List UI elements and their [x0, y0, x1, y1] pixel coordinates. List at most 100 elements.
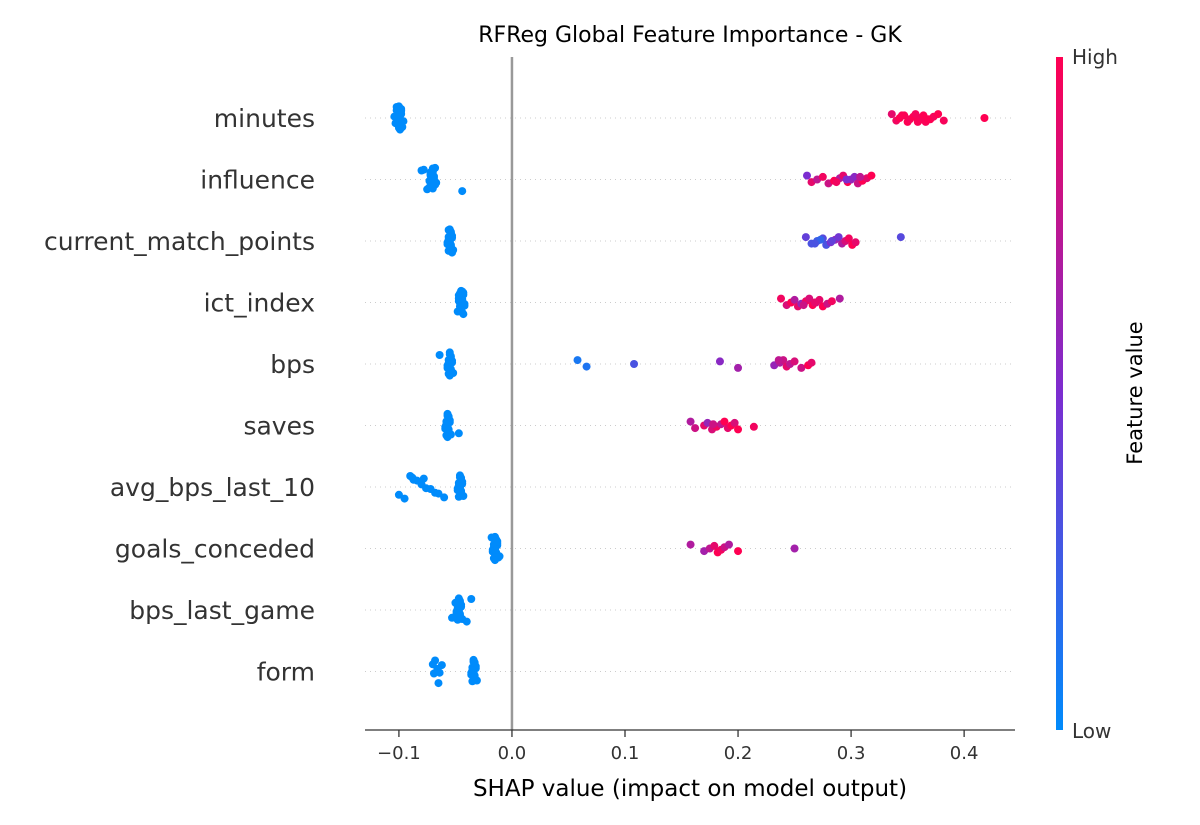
low-value-point	[445, 371, 454, 380]
feature-value-point	[834, 233, 843, 242]
feature-value-point	[730, 418, 739, 427]
colorbar-low-label: Low	[1072, 719, 1111, 743]
low-value-point	[487, 533, 496, 542]
feature-value-point	[734, 547, 743, 556]
colorbar-gradient	[1056, 57, 1063, 730]
feature-value-point	[896, 233, 905, 242]
low-value-point	[435, 351, 444, 359]
x-tick-label: −0.1	[377, 743, 421, 764]
feature-value-point	[939, 116, 948, 125]
feature-value-point	[832, 178, 841, 187]
colorbar-title: Feature value	[1123, 321, 1147, 464]
low-value-point	[443, 433, 452, 442]
feature-value-point	[582, 362, 591, 371]
feature-label: current_match_points	[44, 227, 315, 256]
feature-value-point	[911, 110, 920, 119]
feature-value-point	[816, 235, 825, 244]
low-value-point	[467, 595, 476, 603]
feature-value-point	[686, 540, 695, 549]
low-value-point	[469, 675, 478, 684]
feature-value-point	[573, 356, 582, 365]
feature-value-point	[805, 294, 814, 303]
feature-value-point	[797, 363, 806, 372]
low-value-point	[458, 187, 467, 196]
low-value-point	[434, 489, 443, 498]
x-tick-label: 0.1	[611, 743, 640, 764]
feature-value-point	[842, 175, 851, 184]
feature-label: bps	[270, 350, 315, 379]
low-value-point	[448, 613, 457, 622]
feature-label: saves	[243, 412, 315, 441]
low-value-point	[454, 429, 463, 438]
low-value-point	[457, 487, 466, 495]
feature-value-point	[734, 425, 743, 434]
feature-value-point	[980, 114, 989, 122]
feature-value-point	[807, 358, 816, 367]
feature-value-point	[799, 301, 808, 310]
feature-value-point	[835, 294, 844, 303]
feature-value-point	[867, 171, 876, 180]
low-value-point	[394, 490, 403, 499]
feature-label: minutes	[214, 104, 315, 133]
feature-label: bps_last_game	[129, 596, 315, 625]
feature-label: avg_bps_last_10	[110, 473, 315, 502]
feature-value-point	[790, 357, 799, 366]
feature-label: goals_conceded	[115, 535, 315, 564]
feature-value-point	[686, 417, 695, 426]
x-tick-label: 0.0	[498, 743, 527, 764]
chart-title: RFReg Global Feature Importance - GK	[478, 23, 902, 48]
low-value-point	[462, 617, 471, 626]
x-tick-label: 0.3	[837, 743, 866, 764]
feature-value-point	[790, 544, 799, 553]
colorbar-high-label: High	[1072, 45, 1118, 69]
feature-value-point	[691, 424, 700, 433]
feature-value-point	[774, 356, 783, 365]
feature-value-point	[851, 238, 860, 247]
low-value-point	[426, 168, 435, 177]
feature-value-point	[850, 172, 859, 181]
low-value-point	[397, 106, 406, 115]
feature-value-point	[897, 111, 906, 120]
feature-label: influence	[200, 166, 315, 195]
low-value-point	[451, 598, 460, 607]
feature-value-point	[801, 233, 810, 242]
x-axis-label: SHAP value (impact on model output)	[473, 776, 907, 802]
low-value-point	[459, 310, 468, 319]
feature-value-point	[923, 115, 932, 124]
feature-value-point	[725, 540, 733, 549]
low-value-point	[448, 248, 457, 257]
low-value-point	[454, 291, 463, 300]
feature-value-point	[734, 363, 743, 372]
low-value-point	[444, 425, 453, 434]
feature-value-point	[844, 234, 853, 243]
low-value-point	[491, 556, 499, 565]
colorbar: High Low Feature value	[1056, 45, 1147, 743]
low-value-point	[446, 229, 455, 238]
feature-label: form	[257, 658, 315, 687]
feature-value-point	[827, 297, 836, 306]
feature-value-point	[749, 422, 758, 431]
feature-value-point	[720, 417, 729, 426]
feature-value-point	[630, 360, 639, 368]
feature-labels: minutes influence current_match_points ict_…	[44, 104, 315, 687]
low-value-point	[408, 473, 417, 482]
feature-value-point	[803, 171, 811, 180]
low-value-point	[425, 183, 434, 192]
low-value-point	[455, 610, 464, 618]
feature-value-point	[887, 110, 896, 119]
low-value-point	[440, 493, 449, 502]
feature-value-point	[810, 239, 819, 248]
feature-value-point	[856, 172, 865, 181]
x-tick-label: 0.4	[950, 743, 979, 764]
row-gridlines	[365, 117, 1015, 672]
feature-value-point	[777, 294, 785, 303]
feature-value-point	[715, 357, 724, 366]
feature-label: ict_index	[204, 289, 315, 318]
low-value-point	[493, 537, 502, 546]
low-value-point	[419, 474, 428, 483]
x-axis: −0.1 0.0 0.1 0.2 0.3 0.4	[365, 729, 1015, 764]
low-value-point	[400, 494, 409, 503]
feature-value-point	[818, 172, 827, 181]
x-tick-label: 0.2	[724, 743, 753, 764]
